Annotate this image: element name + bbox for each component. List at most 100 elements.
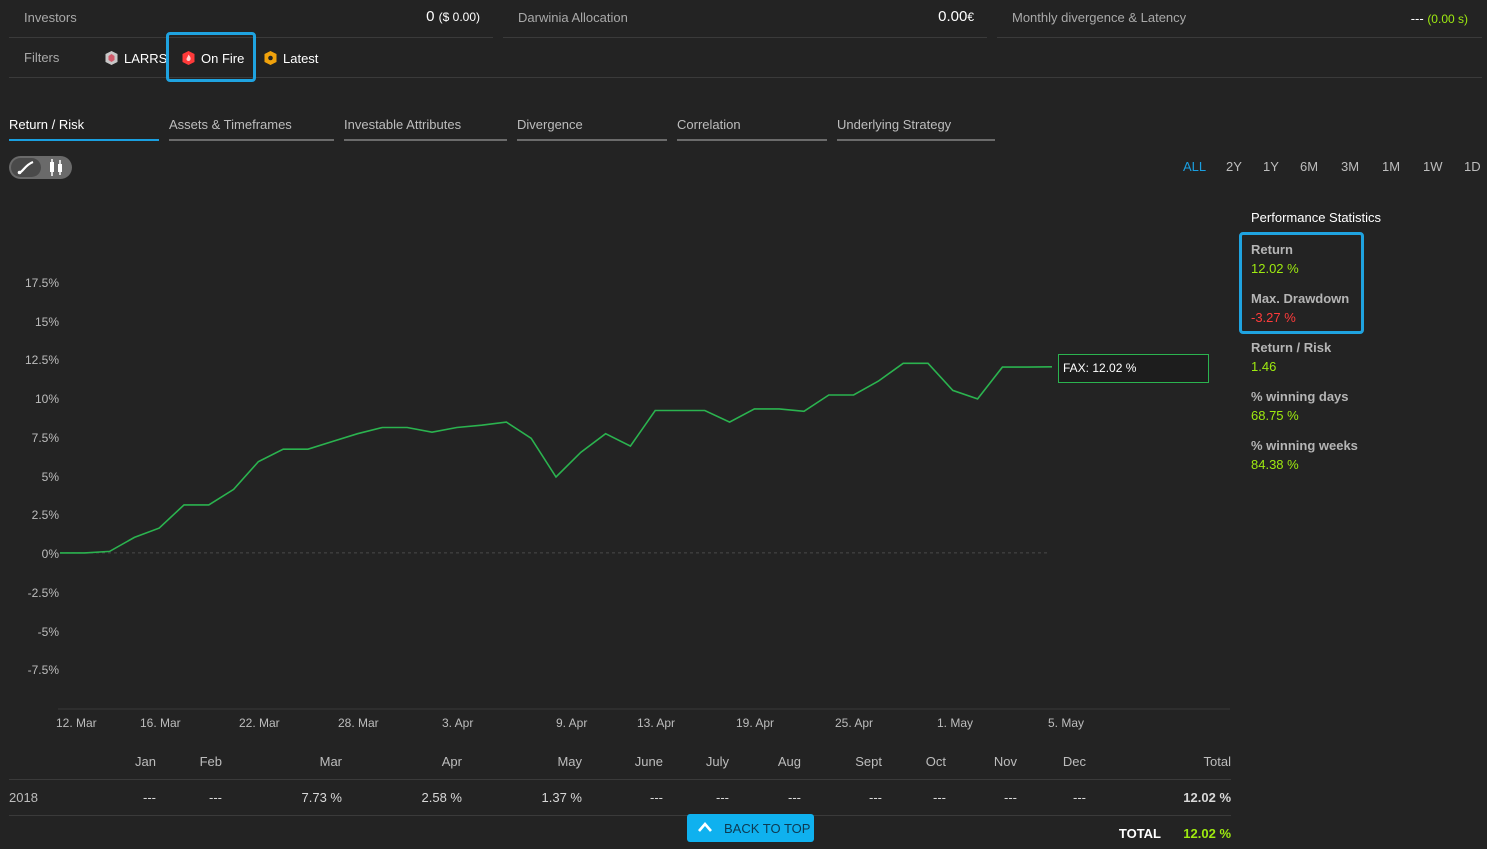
range-3m[interactable]: 3M [1341,159,1360,174]
month-value: --- [209,790,222,805]
tab-correlation[interactable]: Correlation [677,117,827,141]
x-tick-label: 22. Mar [239,716,280,730]
series-line-fax [60,362,1053,554]
x-tick-label: 3. Apr [442,716,474,730]
stat-return-risk-value: 1.46 [1251,359,1277,374]
month-header: Aug [777,754,801,769]
investors-stat: Investors 0 ($ 0.00) [9,0,493,38]
month-value: --- [716,790,729,805]
allocation-stat: Darwinia Allocation 0.00€ [503,0,987,38]
stat-return-label: Return [1251,242,1293,257]
y-tick-label: 15% [34,315,59,329]
month-value: --- [650,790,663,805]
tab-return-risk[interactable]: Return / Risk [9,117,159,141]
y-tick-label: 7.5% [31,431,59,445]
larrs-shield-icon [105,51,118,65]
y-tick-label: 5% [41,470,59,484]
stat-winning-weeks-value: 84.38 % [1251,457,1299,472]
grand-total-label: TOTAL [1118,826,1161,841]
range-1w[interactable]: 1W [1423,159,1443,174]
tab-divergence[interactable]: Divergence [517,117,667,141]
range-1m[interactable]: 1M [1382,159,1401,174]
x-tick-label: 13. Apr [637,716,676,730]
month-value: --- [788,790,801,805]
month-value: 1.37 % [541,790,582,805]
month-value: --- [1004,790,1017,805]
x-tick-label: 1. May [937,716,974,730]
fire-badge-icon [182,51,195,65]
month-header: Jan [135,754,156,769]
grand-total-value: 12.02 % [1183,826,1231,841]
stat-return-value: 12.02 % [1251,261,1299,276]
filter-on-fire[interactable]: On Fire [181,50,244,66]
month-header: May [557,754,582,769]
month-header: Total [1203,754,1231,769]
month-value: --- [143,790,156,805]
month-header: Nov [993,754,1017,769]
investors-label: Investors [24,10,77,25]
y-tick-label: 2.5% [31,508,59,522]
stat-winning-days-value: 68.75 % [1251,408,1299,423]
allocation-value: 0.00€ [938,8,974,25]
divergence-stat: Monthly divergence & Latency --- (0.00 s… [997,0,1482,38]
y-tick-label: 0% [41,547,59,561]
y-tick-label: 12.5% [24,353,59,367]
month-header: Apr [441,754,462,769]
filter-latest-label: Latest [283,50,319,66]
x-tick-label: 19. Apr [736,716,775,730]
x-tick-label: 9. Apr [556,716,588,730]
stat-drawdown-value: -3.27 % [1251,310,1296,325]
tab-assets-timeframes[interactable]: Assets & Timeframes [169,117,334,141]
stat-winning-days-label: % winning days [1251,389,1349,404]
filter-latest[interactable]: Latest [263,50,318,66]
x-tick-label: 28. Mar [338,716,379,730]
latest-hex-icon [264,51,277,65]
month-header: June [634,754,663,769]
candlestick-icon[interactable] [47,159,65,176]
range-1y[interactable]: 1Y [1263,159,1279,174]
table-divider [9,815,1231,816]
range-all[interactable]: ALL [1183,159,1207,174]
x-tick-label: 16. Mar [140,716,181,730]
month-header: Dec [1062,754,1086,769]
row-total-value: 12.02 % [1183,790,1231,805]
month-value: 2.58 % [421,790,462,805]
return-drawdown-highlight [1239,232,1364,334]
range-1d[interactable]: 1D [1464,159,1481,174]
month-header: July [705,754,729,769]
row-year: 2018 [9,790,38,805]
filter-on-fire-label: On Fire [201,50,245,66]
x-tick-label: 5. May [1048,716,1085,730]
range-6m[interactable]: 6M [1300,159,1319,174]
chart-type-toggle[interactable] [9,156,72,179]
on-fire-highlight [166,32,256,82]
back-to-top-button[interactable]: BACK TO TOP [687,814,814,842]
line-chart-icon[interactable] [17,160,35,175]
range-2y[interactable]: 2Y [1226,159,1242,174]
month-value: --- [869,790,882,805]
tab-underlying-strategy[interactable]: Underlying Strategy [837,117,995,141]
filter-larrs[interactable]: LARRS [104,50,167,66]
month-header: Mar [319,754,342,769]
month-header: Feb [199,754,222,769]
divergence-value: --- (0.00 s) [1410,11,1468,26]
y-tick-label: 17.5% [24,276,59,290]
month-value: --- [1073,790,1086,805]
y-tick-label: -7.5% [27,663,59,677]
divergence-label: Monthly divergence & Latency [1012,10,1187,25]
investors-value: 0 ($ 0.00) [426,8,480,25]
month-value: 7.73 % [301,790,342,805]
tab-investable-attributes[interactable]: Investable Attributes [344,117,507,141]
y-tick-label: -5% [37,625,59,639]
series-tooltip: FAX: 12.02 % [1058,354,1209,383]
filters-row: Filters LARRS On Fire Latest [9,38,1482,78]
back-to-top-label: BACK TO TOP [724,821,811,836]
stat-winning-weeks-label: % winning weeks [1251,438,1358,453]
return-chart [58,362,1230,710]
performance-title: Performance Statistics [1251,210,1382,225]
month-header: Oct [925,754,946,769]
x-tick-label: 25. Apr [835,716,874,730]
stat-drawdown-label: Max. Drawdown [1251,291,1350,306]
chevron-up-icon [698,822,712,832]
x-tick-label: 12. Mar [56,716,97,730]
